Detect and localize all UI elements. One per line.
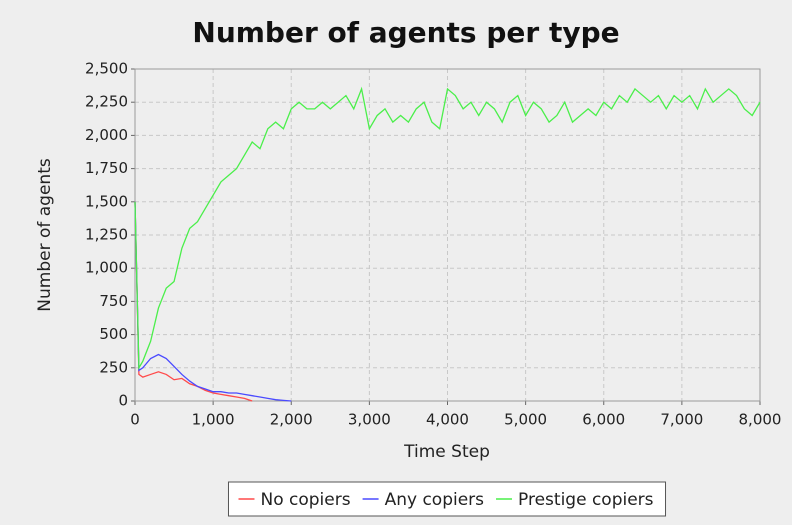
y-tick-label: 2,250 (85, 93, 128, 111)
y-axis-title: Number of agents (35, 158, 55, 312)
x-tick-label: 8,000 (739, 411, 782, 429)
y-tick-label: 1,250 (85, 226, 128, 244)
legend-box (227, 481, 667, 517)
y-tick-label: 2,000 (85, 126, 128, 144)
x-tick-label: 5,000 (504, 411, 547, 429)
x-tick-label: 4,000 (426, 411, 469, 429)
y-tick-label: 2,500 (85, 60, 128, 78)
y-tick-label: 250 (99, 358, 128, 376)
x-tick-label: 7,000 (660, 411, 703, 429)
legend: No copiers Any copiers Prestige copiers (227, 481, 667, 517)
legend-label: Any copiers (385, 490, 485, 510)
legend-label: No copiers (260, 490, 350, 510)
y-tick-label: 1,000 (85, 259, 128, 277)
chart-title: Number of agents per type (192, 16, 619, 49)
y-tick-label: 1,500 (85, 192, 128, 210)
x-tick-label: 1,000 (192, 411, 235, 429)
line-series (134, 86, 761, 371)
y-tick-label: 750 (99, 292, 128, 310)
x-axis-title: Time Step (403, 442, 490, 462)
y-tick-label: 0 (118, 392, 128, 410)
line-series (134, 201, 253, 402)
legend-label: Prestige copiers (518, 490, 654, 510)
y-tick-label: 500 (99, 325, 128, 343)
x-tick-label: 3,000 (348, 411, 391, 429)
x-tick-label: 2,000 (270, 411, 313, 429)
plot-area (134, 68, 761, 402)
y-tick-label: 1,750 (85, 159, 128, 177)
line-series (134, 201, 292, 402)
x-tick-label: 6,000 (582, 411, 625, 429)
x-tick-label: 0 (130, 411, 140, 429)
